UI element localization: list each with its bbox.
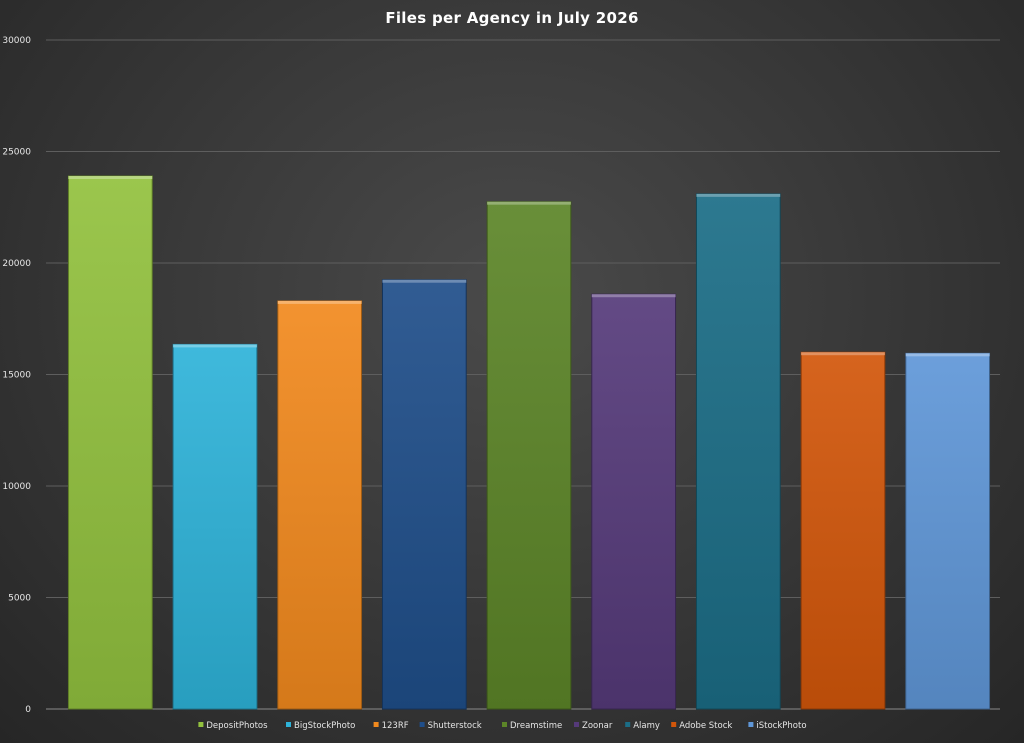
y-tick-label: 10000 bbox=[2, 482, 31, 492]
bar-bigstockphoto bbox=[172, 343, 258, 710]
legend-label: iStockPhoto bbox=[756, 721, 806, 731]
legend-swatch bbox=[419, 722, 425, 727]
y-tick-label: 0 bbox=[25, 705, 31, 715]
y-tick-label: 30000 bbox=[2, 36, 31, 46]
chart-title: Files per Agency in July 2026 bbox=[385, 9, 639, 27]
bar-dreamstime bbox=[486, 201, 572, 710]
legend-swatch bbox=[574, 722, 579, 727]
y-tick-label: 5000 bbox=[8, 594, 31, 604]
bars bbox=[67, 175, 991, 710]
bar-adobe-stock bbox=[800, 351, 886, 710]
legend: DepositPhotos BigStockPhoto 123RF Shutterst… bbox=[198, 721, 807, 731]
bar-alamy bbox=[695, 193, 781, 710]
bar-top-highlight bbox=[487, 201, 571, 205]
bar-depositphotos bbox=[67, 175, 153, 710]
y-tick-label: 20000 bbox=[2, 259, 31, 269]
bar-zoonar bbox=[591, 293, 677, 710]
y-axis-ticks: 0 5000 10000 15000 20000 25000 30000 bbox=[2, 36, 31, 715]
legend-swatch bbox=[502, 722, 507, 727]
bar-top-highlight bbox=[277, 300, 362, 304]
bar-top-highlight bbox=[696, 193, 781, 197]
y-tick-label: 25000 bbox=[2, 148, 31, 158]
legend-label: 123RF bbox=[382, 721, 409, 731]
legend-label: DepositPhotos bbox=[206, 721, 268, 731]
legend-label: Zoonar bbox=[582, 721, 613, 731]
legend-swatch bbox=[748, 722, 754, 727]
legend-label: BigStockPhoto bbox=[294, 721, 355, 731]
legend-swatch bbox=[671, 722, 677, 727]
bar-istockphoto bbox=[905, 352, 991, 710]
legend-swatch bbox=[286, 722, 291, 727]
bar-top-highlight bbox=[905, 353, 990, 357]
legend-label: Alamy bbox=[633, 721, 660, 731]
bar-top-highlight bbox=[801, 352, 885, 356]
legend-swatch bbox=[373, 722, 379, 727]
legend-swatch bbox=[198, 722, 204, 727]
legend-label: Shutterstock bbox=[428, 721, 482, 731]
bar-shutterstock bbox=[381, 279, 467, 710]
bar-top-highlight bbox=[68, 176, 153, 180]
legend-label: Adobe Stock bbox=[679, 721, 732, 731]
bar-123rf bbox=[277, 300, 363, 710]
y-tick-label: 15000 bbox=[2, 371, 31, 381]
legend-swatch bbox=[625, 722, 631, 727]
bar-top-highlight bbox=[382, 279, 467, 283]
bar-top-highlight bbox=[173, 344, 257, 348]
bar-top-highlight bbox=[591, 294, 676, 298]
legend-label: Dreamstime bbox=[510, 721, 562, 731]
